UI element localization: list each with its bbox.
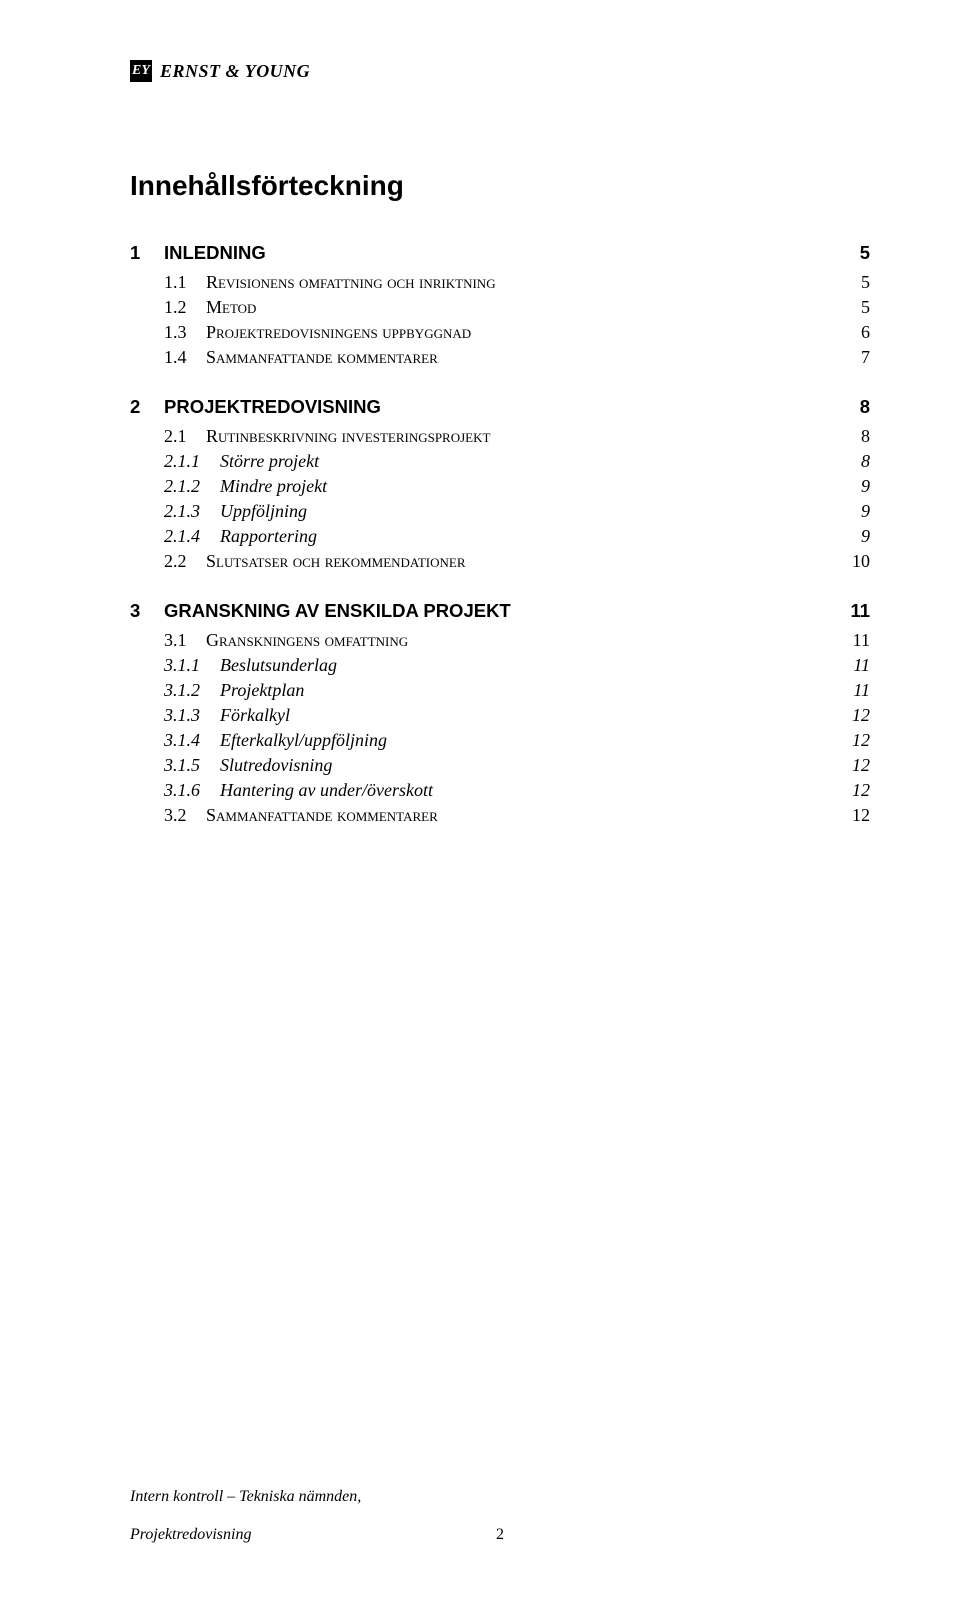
toc-entry-label: Hantering av under/överskott <box>220 780 433 801</box>
toc-entry-page: 9 <box>850 501 870 522</box>
toc-entry-label: Rapportering <box>220 526 317 547</box>
toc-entry-label: Beslutsunderlag <box>220 655 337 676</box>
footer-page-number: 2 <box>496 1526 504 1544</box>
toc-entry-number: 1 <box>130 242 164 264</box>
toc-entry-page: 12 <box>850 730 870 751</box>
toc-entry-label: Metod <box>206 297 256 318</box>
toc-entry-number: 1.4 <box>164 347 206 368</box>
toc-entry: 2.1.4Rapportering 9 <box>130 526 870 547</box>
toc-entry-page: 12 <box>850 755 870 776</box>
toc-entry-page: 8 <box>850 426 870 447</box>
toc-entry: 3.1.6Hantering av under/överskott 12 <box>130 780 870 801</box>
toc-entry: 3GRANSKNING AV ENSKILDA PROJEKT 11 <box>130 600 870 622</box>
toc-entry-page: 7 <box>850 347 870 368</box>
footer-doc-title: Projektredovisning <box>130 1526 251 1544</box>
toc-entry-page: 9 <box>850 476 870 497</box>
toc-entry-page: 5 <box>850 272 870 293</box>
toc-entry: 2.1Rutinbeskrivning investeringsprojekt 8 <box>130 426 870 447</box>
toc-entry: 3.1.5Slutredovisning 12 <box>130 755 870 776</box>
toc-entry-number: 1.2 <box>164 297 206 318</box>
toc-entry: 3.1.3Förkalkyl 12 <box>130 705 870 726</box>
page-footer: Intern kontroll – Tekniska nämnden, Proj… <box>130 1488 870 1544</box>
toc-entry-number: 2.1.3 <box>164 501 220 522</box>
toc-entry: 1.4Sammanfattande kommentarer 7 <box>130 347 870 368</box>
toc-entry-page: 12 <box>850 805 870 826</box>
toc-entry-number: 3.1.4 <box>164 730 220 751</box>
page: EY ERNST & YOUNG Innehållsförteckning 1I… <box>0 0 960 1616</box>
toc-entry-number: 3.1.5 <box>164 755 220 776</box>
toc-entry-label: Slutsatser och rekommendationer <box>206 551 466 572</box>
toc-entry-label: INLEDNING <box>164 242 266 264</box>
toc-entry: 1.1Revisionens omfattning och inriktning… <box>130 272 870 293</box>
toc-entry-label: Förkalkyl <box>220 705 290 726</box>
toc-entry: 2.1.2Mindre projekt 9 <box>130 476 870 497</box>
toc-entry-page: 10 <box>850 551 870 572</box>
toc-entry-label: Rutinbeskrivning investeringsprojekt <box>206 426 490 447</box>
toc-entry-number: 3.1.6 <box>164 780 220 801</box>
toc-entry: 3.1.1Beslutsunderlag 11 <box>130 655 870 676</box>
toc-entry-page: 5 <box>850 297 870 318</box>
toc-entry-page: 6 <box>850 322 870 343</box>
table-of-contents: 1INLEDNING51.1Revisionens omfattning och… <box>130 242 870 826</box>
toc-entry-page: 5 <box>850 242 870 264</box>
toc-entry-number: 3.1.1 <box>164 655 220 676</box>
toc-entry: 1.3Projektredovisningens uppbyggnad 6 <box>130 322 870 343</box>
toc-entry: 2.1.1Större projekt 8 <box>130 451 870 472</box>
toc-entry-number: 2 <box>130 396 164 418</box>
toc-entry-label: Sammanfattande kommentarer <box>206 347 438 368</box>
toc-entry: 1INLEDNING 5 <box>130 242 870 264</box>
logo-wordmark: ERNST & YOUNG <box>160 61 310 82</box>
toc-entry-number: 3 <box>130 600 164 622</box>
toc-entry-label: PROJEKTREDOVISNING <box>164 396 381 418</box>
toc-entry-label: Uppföljning <box>220 501 307 522</box>
toc-entry-number: 2.1.1 <box>164 451 220 472</box>
toc-entry-page: 8 <box>850 396 870 418</box>
logo-mark-text: EY <box>132 63 150 79</box>
toc-entry-number: 2.1.2 <box>164 476 220 497</box>
toc-title: Innehållsförteckning <box>130 170 870 202</box>
toc-entry: 2PROJEKTREDOVISNING 8 <box>130 396 870 418</box>
toc-entry-label: GRANSKNING AV ENSKILDA PROJEKT <box>164 600 511 622</box>
toc-entry-number: 2.1 <box>164 426 206 447</box>
toc-entry-label: Större projekt <box>220 451 319 472</box>
toc-entry-label: Mindre projekt <box>220 476 327 497</box>
toc-entry-number: 1.1 <box>164 272 206 293</box>
toc-entry-number: 3.1.3 <box>164 705 220 726</box>
toc-entry-page: 11 <box>850 655 870 676</box>
toc-entry: 3.1.4Efterkalkyl/uppföljning 12 <box>130 730 870 751</box>
toc-entry-page: 8 <box>850 451 870 472</box>
footer-line1: Intern kontroll – Tekniska nämnden, <box>130 1488 870 1506</box>
toc-entry-label: Projektredovisningens uppbyggnad <box>206 322 471 343</box>
toc-entry-number: 3.2 <box>164 805 206 826</box>
toc-entry-number: 3.1 <box>164 630 206 651</box>
toc-entry-page: 11 <box>850 630 870 651</box>
footer-row: Projektredovisning 2 <box>130 1526 870 1544</box>
toc-entry: 1.2Metod 5 <box>130 297 870 318</box>
toc-entry-page: 11 <box>850 600 870 622</box>
toc-entry-page: 9 <box>850 526 870 547</box>
toc-entry-number: 3.1.2 <box>164 680 220 701</box>
toc-entry: 2.2Slutsatser och rekommendationer 10 <box>130 551 870 572</box>
toc-entry-label: Efterkalkyl/uppföljning <box>220 730 387 751</box>
toc-entry-number: 2.1.4 <box>164 526 220 547</box>
toc-entry-number: 1.3 <box>164 322 206 343</box>
toc-entry: 3.1Granskningens omfattning 11 <box>130 630 870 651</box>
toc-entry-label: Revisionens omfattning och inriktning <box>206 272 496 293</box>
content: Innehållsförteckning 1INLEDNING51.1Revis… <box>130 170 870 826</box>
toc-entry-label: Slutredovisning <box>220 755 332 776</box>
toc-entry-number: 2.2 <box>164 551 206 572</box>
logo-mark: EY <box>130 60 152 82</box>
toc-entry-label: Sammanfattande kommentarer <box>206 805 438 826</box>
toc-entry: 2.1.3Uppföljning 9 <box>130 501 870 522</box>
brand-logo: EY ERNST & YOUNG <box>130 60 310 82</box>
toc-entry-label: Projektplan <box>220 680 304 701</box>
toc-entry-page: 11 <box>850 680 870 701</box>
toc-entry-page: 12 <box>850 780 870 801</box>
toc-entry-label: Granskningens omfattning <box>206 630 408 651</box>
toc-entry: 3.2Sammanfattande kommentarer 12 <box>130 805 870 826</box>
toc-entry: 3.1.2Projektplan 11 <box>130 680 870 701</box>
toc-entry-page: 12 <box>850 705 870 726</box>
